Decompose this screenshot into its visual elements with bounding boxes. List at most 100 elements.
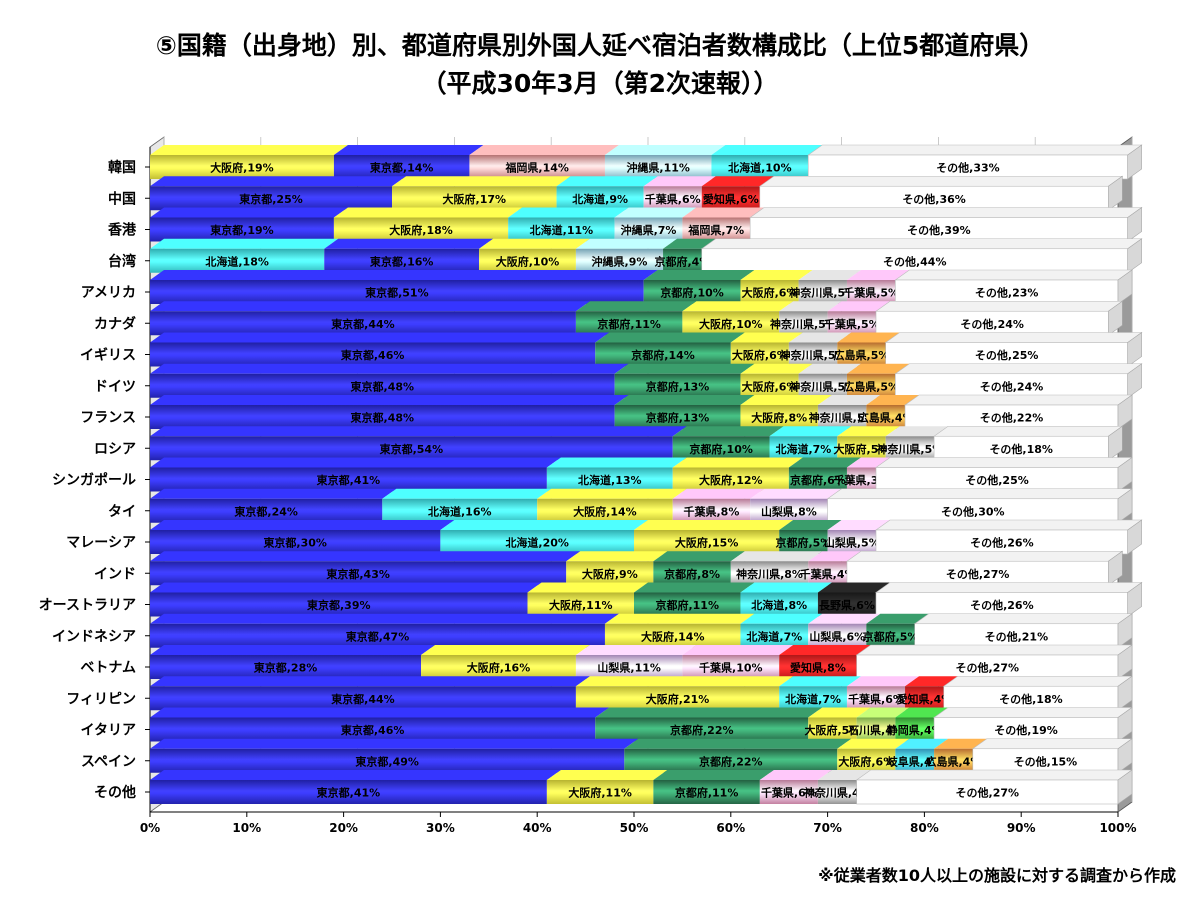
data-label: 神奈川県,5% — [789, 379, 856, 393]
data-label: その他,18% — [999, 692, 1063, 706]
bar-segment — [846, 373, 896, 398]
bar-segment-top — [788, 457, 861, 468]
category-label: イギリス — [80, 347, 136, 364]
bar-segment — [750, 498, 828, 523]
bar-segment — [150, 311, 576, 336]
bar-segment — [614, 405, 741, 429]
data-label: その他,19% — [994, 723, 1058, 737]
data-label: その他,24% — [960, 317, 1024, 331]
x-tick-label: 30% — [426, 821, 455, 835]
bar-segment-top — [653, 770, 774, 780]
bar-row: 東京都,44% 大阪府,21% 北海道,7% 千葉県,6%愛知県,4% その他,18% — [150, 675, 1133, 711]
bar-segment-top — [798, 270, 861, 280]
bar-segment — [479, 248, 576, 273]
data-label: 北海道,7% — [785, 692, 841, 706]
bar-segment-top — [440, 520, 648, 530]
data-label: 大阪府,16% — [467, 661, 531, 675]
bar-segment-top — [855, 644, 1133, 656]
data-label: その他,26% — [970, 536, 1034, 550]
bar-segment — [527, 592, 634, 617]
bar-segment-top — [333, 145, 484, 155]
bar-segment — [837, 342, 886, 367]
data-label: 大阪府,9% — [582, 567, 638, 581]
bar-segment — [150, 217, 334, 242]
bar-side — [1117, 269, 1133, 305]
data-label: 東京都,39% — [307, 598, 371, 612]
bar-segment-top — [885, 426, 949, 437]
bar-side — [1108, 300, 1123, 336]
bar-side — [1127, 144, 1142, 180]
bar-side — [1117, 738, 1133, 774]
bar-row: 東京都,47% 大阪府,14% 北海道,7% 山梨県,6%京都府,5% その他,21% — [150, 613, 1133, 649]
bar-segment — [846, 560, 1109, 586]
bar-segment-top — [913, 613, 1133, 625]
data-label: その他,30% — [941, 504, 1005, 518]
bar-segment — [546, 780, 654, 804]
bar-segment-top — [150, 395, 629, 405]
bar-segment — [682, 217, 751, 242]
bar-segment-top — [700, 238, 1143, 250]
bar-segment-top — [942, 675, 1133, 687]
bar-segment-top — [614, 363, 755, 374]
bar-segment — [740, 373, 799, 398]
bar-segment-top — [837, 738, 910, 749]
bar-segment-top — [711, 145, 823, 155]
category-label: オーストラリア — [39, 598, 136, 614]
data-label: 千葉県,4% — [800, 567, 856, 581]
data-label: 神奈川県,5% — [809, 411, 876, 425]
bar-segment — [914, 623, 1119, 649]
bar-segment — [575, 311, 683, 336]
bar-segment — [866, 405, 906, 429]
data-label: その他,18% — [989, 442, 1053, 456]
bar-segment-top — [672, 488, 765, 499]
bar-side — [1127, 581, 1142, 618]
data-label: 大阪府,6% — [742, 286, 798, 300]
bar-segment-top — [672, 457, 803, 468]
bar-segment-top — [324, 238, 494, 249]
data-label: 千葉県,6% — [761, 786, 817, 800]
bar-segment-top — [740, 395, 832, 405]
x-tick-label: 90% — [1007, 821, 1036, 835]
bar-segment — [759, 780, 818, 804]
bar-segment-top — [846, 550, 1124, 562]
bar-segment-top — [150, 613, 619, 624]
bar-segment — [382, 498, 538, 523]
bar-segment — [788, 467, 847, 492]
data-label: 京都府,5% — [775, 536, 831, 550]
bar-segment — [604, 623, 741, 648]
data-label: 北海道,7% — [746, 629, 802, 643]
bar-segment-top — [895, 738, 949, 749]
bar-segment-top — [788, 332, 852, 343]
bar-row: 東京都,48% 京都府,13% 大阪府,8% 神奈川県,5%広島県,4% その他,22% — [150, 394, 1133, 430]
bar-segment — [798, 373, 847, 398]
data-label: 東京都,25% — [239, 192, 303, 206]
bar-segment-top — [856, 707, 910, 718]
data-label: 神奈川県,5% — [789, 286, 856, 300]
bar-segment — [866, 623, 915, 648]
bar-segment-top — [933, 425, 1124, 437]
bar-segment — [856, 717, 896, 742]
data-label: 山梨県,11% — [597, 661, 661, 675]
data-label: 京都府,13% — [646, 379, 710, 393]
bar-segment — [333, 217, 509, 242]
bar-segment — [943, 685, 1119, 711]
data-label: その他,36% — [902, 192, 966, 206]
data-label: 大阪府,5% — [805, 723, 861, 737]
bar-segment — [440, 530, 634, 554]
data-label: 千葉県,6% — [645, 192, 701, 206]
bar-segment — [817, 405, 867, 429]
category-label: イタリア — [81, 723, 136, 739]
category-label: ベトナム — [80, 660, 136, 676]
bar-segment — [817, 780, 857, 804]
data-label: 大阪府,21% — [646, 692, 710, 706]
data-label: 大阪府,10% — [699, 317, 763, 331]
bar-segment-top — [595, 707, 823, 718]
bar-segment — [556, 186, 644, 211]
bar-row: 東京都,48% 京都府,13% 大阪府,6%神奈川県,5%広島県,5% その他,24% — [150, 363, 1143, 399]
bar-segment — [972, 748, 1119, 774]
bar-segment — [904, 404, 1119, 430]
bar-row: 東京都,28% 大阪府,16% 山梨県,11% 千葉県,10% 愛知県,8% その他,27… — [150, 644, 1133, 680]
bar-segment — [634, 530, 780, 554]
bar-side — [1117, 394, 1133, 430]
data-label: 大阪府,6% — [742, 379, 798, 393]
